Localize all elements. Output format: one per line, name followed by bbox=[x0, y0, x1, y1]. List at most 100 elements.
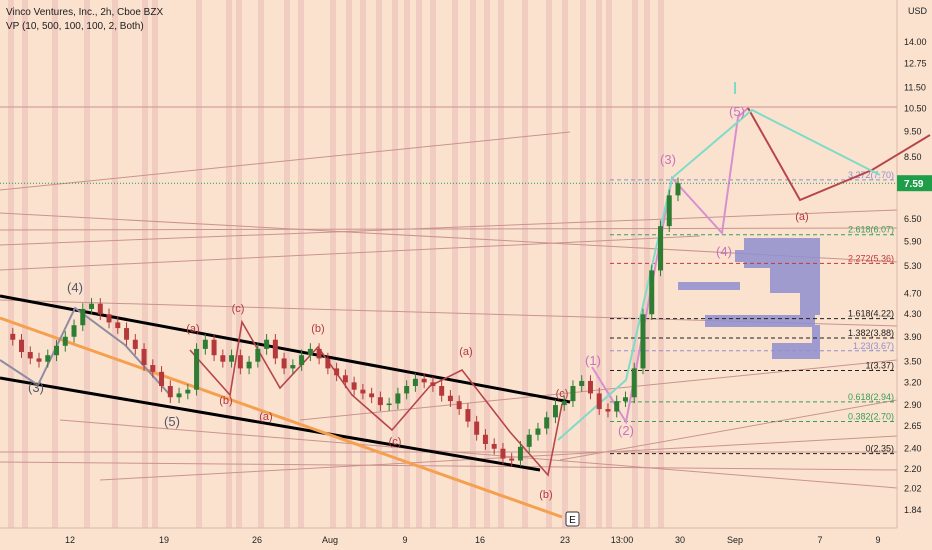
wave-label-red: (a) bbox=[459, 346, 472, 358]
candle-body bbox=[386, 403, 392, 406]
price-tick: 6.50 bbox=[904, 214, 922, 224]
price-tick: 3.90 bbox=[904, 332, 922, 342]
candle-body bbox=[229, 355, 235, 362]
candle-body bbox=[570, 386, 576, 402]
session-band bbox=[596, 0, 602, 528]
volume-profile-bar bbox=[812, 325, 820, 347]
candle-body bbox=[71, 325, 77, 337]
session-band bbox=[152, 0, 158, 528]
time-tick: 16 bbox=[475, 535, 485, 545]
candle-body bbox=[211, 339, 217, 356]
candle-body bbox=[159, 371, 165, 387]
candle-body bbox=[439, 386, 445, 396]
candle-body bbox=[605, 409, 611, 412]
candle-body bbox=[132, 339, 138, 349]
session-band bbox=[284, 0, 290, 528]
wave-label-pink: (1) bbox=[585, 353, 601, 368]
price-tick: 4.70 bbox=[904, 289, 922, 299]
candle-body bbox=[622, 397, 628, 402]
wave-labels: (4) (3) (5) (a) (c) (b) (a) (b) (a) (c) (c) (b) (1) (… bbox=[28, 104, 809, 501]
candle-body bbox=[561, 401, 567, 406]
candle-body bbox=[474, 421, 480, 435]
fibonacci-levels: 3.272(7.70) 2.618(6.07) 2.272(5.36) 1.618(4… bbox=[610, 170, 897, 455]
chart-title: Vinco Ventures, Inc., 2h, Cboe BZX bbox=[6, 7, 164, 18]
price-tick: 2.65 bbox=[904, 421, 922, 431]
candle-body bbox=[124, 328, 130, 340]
wave-label-grey: (4) bbox=[67, 280, 83, 295]
indicator-legend[interactable]: VP (10, 500, 100, 100, 2, Both) bbox=[6, 21, 144, 32]
session-band bbox=[522, 0, 528, 528]
fib-level-label: 1(3.37) bbox=[865, 360, 894, 370]
wave-label-pink: (5) bbox=[729, 104, 745, 119]
price-tick: 8.50 bbox=[904, 152, 922, 162]
wave-label-pink: (4) bbox=[716, 244, 732, 259]
session-band bbox=[470, 0, 476, 528]
volume-profile bbox=[678, 238, 820, 359]
candle-body bbox=[45, 355, 51, 362]
candle-body bbox=[631, 368, 637, 398]
candle-body bbox=[89, 303, 95, 309]
price-tick: 11.50 bbox=[904, 82, 926, 92]
wave-path-pink bbox=[591, 107, 749, 425]
candle-body bbox=[430, 382, 436, 387]
session-band bbox=[404, 0, 410, 528]
price-tick: 5.30 bbox=[904, 261, 922, 271]
wave-label-red: (c) bbox=[389, 436, 402, 448]
volume-profile-bar bbox=[770, 265, 820, 293]
fib-level-label: 0.382(2.70) bbox=[848, 412, 894, 422]
candle-body bbox=[220, 355, 226, 362]
candle-body bbox=[150, 365, 156, 372]
wave-path-red bbox=[189, 319, 563, 477]
time-tick: 13:00 bbox=[611, 535, 634, 545]
candle-body bbox=[657, 226, 663, 271]
session-band bbox=[226, 0, 232, 528]
wave-label-red: (b) bbox=[311, 323, 324, 335]
time-tick: Sep bbox=[727, 535, 743, 545]
wave-label-grey: (3) bbox=[28, 380, 44, 395]
wave-label-red: (a) bbox=[259, 411, 272, 423]
candle-body bbox=[237, 355, 243, 369]
candle-body bbox=[325, 358, 331, 369]
candle-body bbox=[342, 375, 348, 383]
candle-body bbox=[421, 378, 427, 383]
candle-body bbox=[202, 339, 208, 349]
volume-profile-bar bbox=[678, 282, 740, 290]
candle-body bbox=[351, 382, 357, 390]
candle-body bbox=[517, 446, 523, 461]
session-band bbox=[498, 0, 504, 528]
candle-body bbox=[97, 303, 103, 315]
time-tick: 12 bbox=[65, 535, 75, 545]
candle-body bbox=[456, 401, 462, 410]
session-band bbox=[452, 0, 458, 528]
price-axis: USD14.0012.7511.5010.509.508.507.506.505… bbox=[904, 6, 928, 515]
session-band bbox=[644, 0, 650, 528]
candle-body bbox=[649, 270, 655, 315]
session-band bbox=[376, 0, 382, 528]
candle-body bbox=[614, 401, 620, 412]
candle-body bbox=[535, 428, 541, 435]
candle-body bbox=[596, 393, 602, 410]
trend-line bbox=[0, 227, 898, 231]
volume-profile-bar bbox=[705, 315, 815, 327]
candles bbox=[10, 177, 681, 467]
candle-body bbox=[404, 386, 410, 394]
candle-body bbox=[526, 434, 532, 447]
session-band bbox=[430, 0, 436, 528]
price-tick: 14.00 bbox=[904, 37, 927, 47]
candle-body bbox=[447, 395, 453, 402]
candle-body bbox=[579, 380, 585, 387]
candle-body bbox=[334, 368, 340, 376]
trend-line bbox=[99, 435, 898, 481]
fib-level-label: 1.618(4.22) bbox=[848, 309, 894, 319]
candle-body bbox=[666, 195, 672, 227]
fib-level-label: 3.272(7.70) bbox=[848, 170, 894, 180]
event-marker-box bbox=[565, 511, 580, 527]
price-tick: 2.02 bbox=[904, 483, 922, 493]
last-price-label: 7.59 bbox=[904, 179, 924, 190]
session-band bbox=[258, 0, 264, 528]
price-tick: 3.50 bbox=[904, 357, 922, 367]
candle-body bbox=[316, 348, 322, 359]
candle-body bbox=[412, 378, 418, 387]
